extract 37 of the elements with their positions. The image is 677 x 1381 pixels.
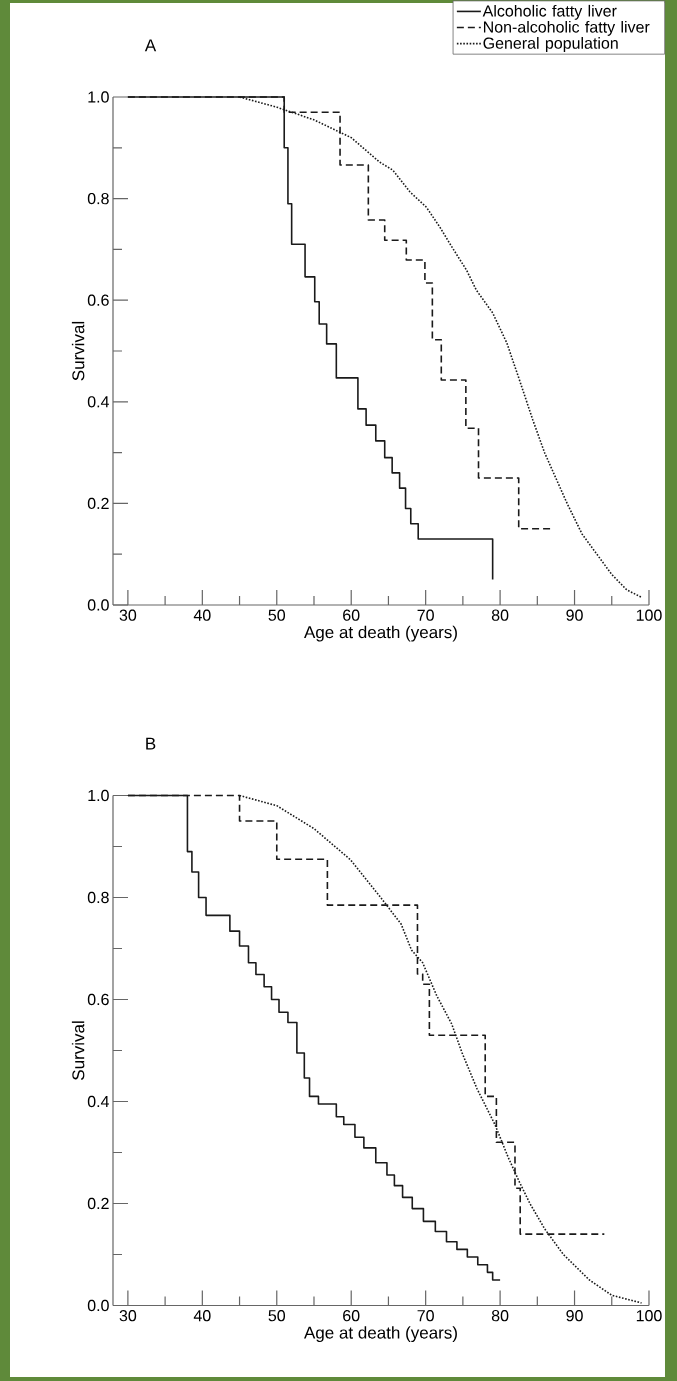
x-axis-title: Age at death (years): [304, 1326, 457, 1343]
x-axis-title: Age at death (years): [304, 625, 457, 642]
y-tick-label: 0.6: [87, 294, 109, 306]
x-tick-label: 60: [343, 609, 360, 621]
y-tick-label: 0.2: [87, 1197, 109, 1210]
x-tick-label: 100: [636, 1310, 662, 1322]
x-tick-label: 50: [268, 609, 286, 621]
x-tick-label: 80: [491, 609, 509, 621]
x-tick-label: 80: [491, 1310, 509, 1322]
x-tick-label: 100: [636, 609, 662, 621]
chart-title: A: [144, 39, 157, 52]
chart-title: B: [146, 737, 156, 750]
x-tick-label: 60: [343, 1310, 360, 1322]
x-tick-label: 70: [417, 1310, 434, 1322]
y-tick-label: 0.8: [87, 891, 109, 904]
legend-label: Alcoholic fatty liver: [482, 4, 617, 20]
y-tick-label: 1.0: [88, 91, 109, 103]
legend-label: General population: [483, 37, 618, 52]
y-tick-label: 0.0: [87, 1299, 109, 1312]
y-tick-label: 0.4: [87, 1095, 109, 1108]
y-tick-label: 0.6: [87, 993, 109, 1006]
x-tick-label: 40: [193, 609, 211, 621]
y-tick-label: 1.0: [88, 789, 109, 802]
x-tick-label: 40: [193, 1310, 211, 1322]
x-tick-label: 30: [119, 609, 137, 621]
x-tick-label: 90: [566, 1310, 583, 1322]
y-tick-label: 0.8: [87, 192, 109, 205]
y-tick-label: 0.0: [87, 599, 109, 611]
y-axis-title: Survival: [71, 1021, 85, 1080]
x-tick-label: 70: [417, 609, 434, 621]
x-tick-label: 90: [566, 609, 583, 621]
x-tick-label: 50: [268, 1310, 286, 1322]
y-axis-title: Survival: [71, 321, 85, 381]
y-tick-label: 0.2: [87, 497, 109, 510]
x-tick-label: 30: [119, 1310, 137, 1322]
legend-label: Non-alcoholic fatty liver: [483, 20, 650, 36]
y-tick-label: 0.4: [87, 396, 109, 408]
